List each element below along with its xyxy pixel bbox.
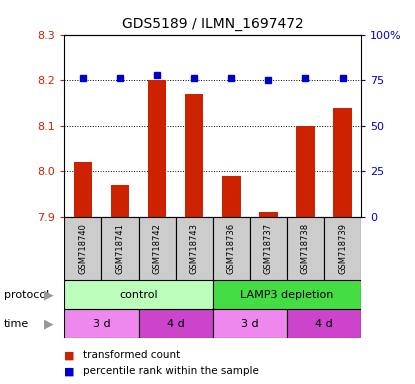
Text: 4 d: 4 d [315,318,333,329]
Text: ▶: ▶ [44,288,54,301]
Text: GSM718739: GSM718739 [338,223,347,274]
Text: GSM718741: GSM718741 [115,223,124,274]
Text: GSM718736: GSM718736 [227,223,236,274]
Text: GSM718737: GSM718737 [264,223,273,274]
Bar [111,185,129,217]
Bar [250,217,287,280]
Bar [287,217,324,280]
Bar [324,217,361,280]
Bar [73,162,92,217]
Bar [64,309,139,338]
Bar [259,212,278,217]
Text: ■: ■ [64,366,75,376]
Bar [213,280,361,309]
Bar [148,80,166,217]
Text: GSM718738: GSM718738 [301,223,310,274]
Text: 3 d: 3 d [241,318,259,329]
Bar [333,108,352,217]
Text: transformed count: transformed count [83,350,180,360]
Text: control: control [119,290,158,300]
Bar [101,217,139,280]
Text: GSM718743: GSM718743 [190,223,199,274]
Text: 4 d: 4 d [167,318,185,329]
Text: LAMP3 depletion: LAMP3 depletion [240,290,334,300]
Bar [64,280,213,309]
Text: time: time [4,319,29,329]
Text: ▶: ▶ [44,317,54,330]
Bar [296,126,315,217]
Bar [176,217,213,280]
Bar [287,309,361,338]
Text: percentile rank within the sample: percentile rank within the sample [83,366,259,376]
Bar [64,217,101,280]
Text: protocol: protocol [4,290,49,300]
Text: GSM718740: GSM718740 [78,223,88,274]
Title: GDS5189 / ILMN_1697472: GDS5189 / ILMN_1697472 [122,17,303,31]
Bar [185,94,203,217]
Text: ■: ■ [64,350,75,360]
Bar [139,309,213,338]
Bar [139,217,176,280]
Bar [222,176,241,217]
Bar [213,309,287,338]
Text: GSM718742: GSM718742 [153,223,161,274]
Bar [213,217,250,280]
Text: 3 d: 3 d [93,318,110,329]
